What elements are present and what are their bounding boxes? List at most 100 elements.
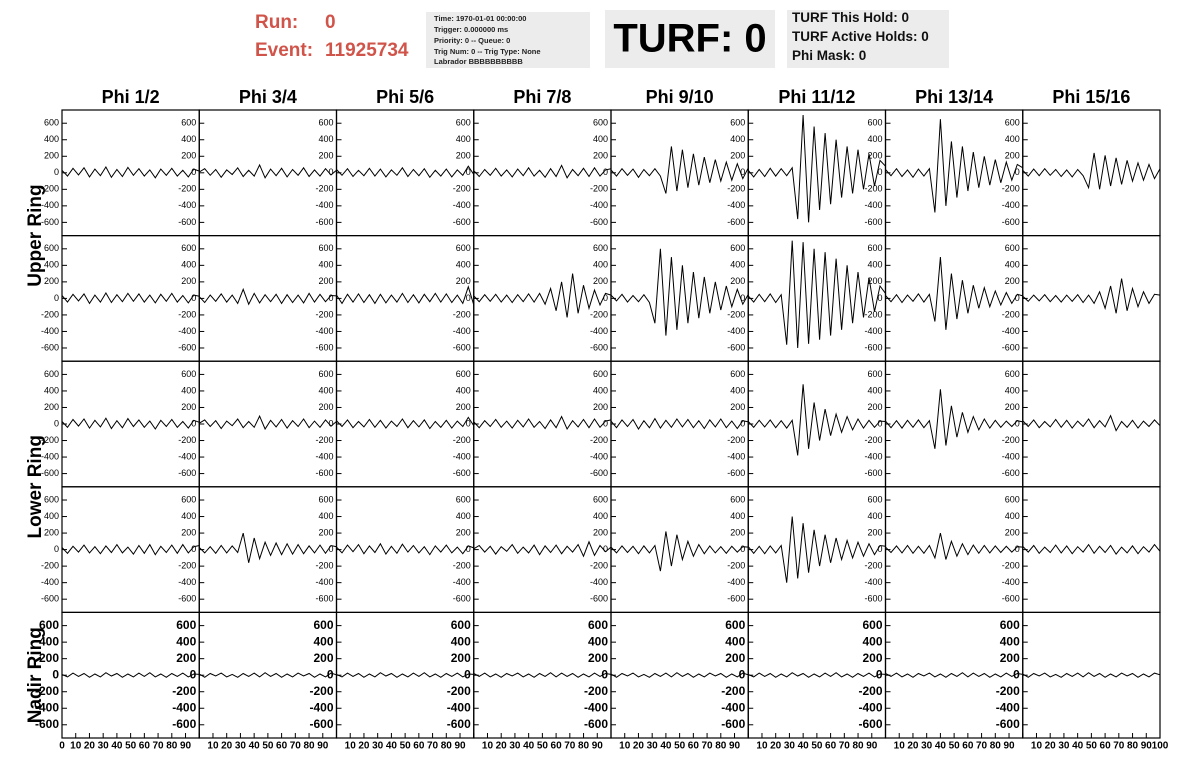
y-tick-label: -600 xyxy=(590,468,608,478)
y-tick-label: 600 xyxy=(176,618,196,632)
x-tick-label: 10 xyxy=(756,741,768,752)
y-tick-label: 400 xyxy=(593,134,608,144)
y-tick-label: 400 xyxy=(862,634,882,648)
y-tick-label: 0 xyxy=(54,544,59,554)
waveform xyxy=(1022,543,1161,555)
waveform xyxy=(1022,278,1161,314)
y-tick-label: 600 xyxy=(39,618,59,632)
waveform xyxy=(199,672,337,678)
y-tick-label: 400 xyxy=(181,134,196,144)
y-tick-label: -400 xyxy=(41,200,59,210)
y-tick-label: -400 xyxy=(172,700,196,714)
y-tick-label: 200 xyxy=(867,276,882,286)
event-label: Event: xyxy=(255,40,313,61)
x-tick-label: 50 xyxy=(811,741,823,752)
column-header: Phi 13/14 xyxy=(915,87,993,107)
y-tick-label: -400 xyxy=(590,326,608,336)
y-tick-label: -200 xyxy=(315,309,333,319)
y-tick-label: 600 xyxy=(588,618,608,632)
y-tick-label: 200 xyxy=(588,651,608,665)
x-tick-label: 20 xyxy=(907,741,919,752)
x-tick-label: 10 xyxy=(70,741,82,752)
x-tick-label: 40 xyxy=(660,741,672,752)
y-tick-label: -200 xyxy=(858,684,882,698)
y-tick-label: 200 xyxy=(867,527,882,537)
info-line: Priority: 0 -- Queue: 0 xyxy=(434,36,510,45)
y-tick-label: 0 xyxy=(1015,167,1020,177)
y-tick-label: 400 xyxy=(318,385,333,395)
y-tick-label: -600 xyxy=(178,342,196,352)
y-tick-label: 200 xyxy=(176,651,196,665)
x-tick-label: 100 xyxy=(1152,741,1169,752)
y-tick-label: 200 xyxy=(593,402,608,412)
x-tick-label: 70 xyxy=(153,741,165,752)
waveform xyxy=(473,672,612,678)
x-tick-label: 50 xyxy=(400,741,412,752)
y-tick-label: 400 xyxy=(181,385,196,395)
y-tick-label: 0 xyxy=(601,667,608,681)
waveform xyxy=(885,672,1023,678)
waveform xyxy=(610,531,749,572)
y-tick-label: 600 xyxy=(181,494,196,504)
waveform xyxy=(1022,672,1161,678)
waveform xyxy=(198,287,337,306)
y-tick-label: 200 xyxy=(1005,527,1020,537)
info-line: Trigger: 0.000000 ms xyxy=(434,25,508,34)
y-tick-label: 600 xyxy=(44,494,59,504)
column-header: Phi 11/12 xyxy=(778,87,855,107)
y-tick-label: 600 xyxy=(44,243,59,253)
y-tick-label: 400 xyxy=(867,260,882,270)
x-tick-label: 80 xyxy=(303,741,315,752)
y-tick-label: -600 xyxy=(1002,468,1020,478)
y-tick-label: 400 xyxy=(181,260,196,270)
y-tick-label: 400 xyxy=(456,511,471,521)
run-value: 0 xyxy=(325,12,336,33)
y-tick-label: -400 xyxy=(864,326,882,336)
y-tick-label: 600 xyxy=(593,118,608,128)
y-tick-label: 600 xyxy=(1005,369,1020,379)
y-tick-label: 0 xyxy=(603,293,608,303)
y-tick-label: 0 xyxy=(328,544,333,554)
y-tick-label: 400 xyxy=(867,385,882,395)
x-tick-label: 30 xyxy=(921,741,933,752)
y-tick-label: -200 xyxy=(178,184,196,194)
y-tick-label: -200 xyxy=(727,435,745,445)
x-tick-label: 0 xyxy=(59,741,65,752)
y-tick-label: -400 xyxy=(858,700,882,714)
y-tick-label: 400 xyxy=(1005,260,1020,270)
y-tick-label: 0 xyxy=(740,167,745,177)
y-tick-label: -600 xyxy=(315,342,333,352)
y-tick-label: -600 xyxy=(864,217,882,227)
y-tick-label: 0 xyxy=(190,667,197,681)
waveform xyxy=(336,416,475,430)
y-tick-label: -200 xyxy=(315,435,333,445)
y-tick-label: 600 xyxy=(456,118,471,128)
y-tick-label: -400 xyxy=(41,326,59,336)
y-tick-label: -400 xyxy=(453,577,471,587)
x-tick-label: 90 xyxy=(592,741,604,752)
y-tick-label: 0 xyxy=(466,418,471,428)
waveform xyxy=(199,414,337,431)
y-tick-label: 400 xyxy=(867,511,882,521)
y-tick-label: -400 xyxy=(727,200,745,210)
y-tick-label: 600 xyxy=(456,369,471,379)
y-tick-label: 0 xyxy=(327,667,334,681)
turf-line: Phi Mask: 0 xyxy=(792,48,866,63)
y-tick-label: -400 xyxy=(590,577,608,587)
y-tick-label: 600 xyxy=(313,618,333,632)
x-tick-label: 80 xyxy=(441,741,453,752)
y-tick-label: 200 xyxy=(318,151,333,161)
waveform xyxy=(748,672,886,678)
y-tick-label: -200 xyxy=(447,684,471,698)
y-tick-label: 0 xyxy=(191,544,196,554)
y-tick-label: 600 xyxy=(867,118,882,128)
waveform xyxy=(1022,152,1161,190)
info-line: Labrador BBBBBBBBBB xyxy=(434,57,523,66)
x-tick-label: 50 xyxy=(262,741,274,752)
y-tick-label: 400 xyxy=(44,260,59,270)
y-tick-label: -400 xyxy=(453,200,471,210)
y-tick-label: -200 xyxy=(727,184,745,194)
y-tick-label: 0 xyxy=(52,667,59,681)
x-tick-label: 60 xyxy=(139,741,151,752)
